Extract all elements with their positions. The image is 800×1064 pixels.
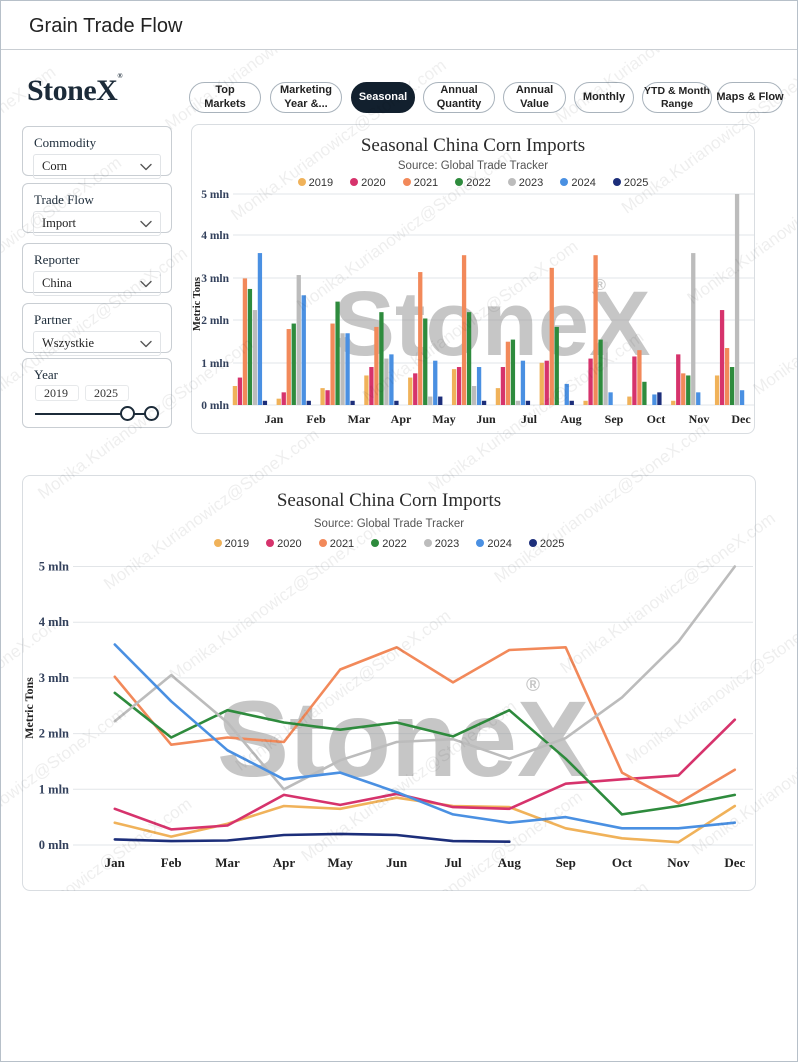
svg-text:Jul: Jul [521, 412, 538, 426]
svg-text:4 mln: 4 mln [39, 615, 69, 629]
svg-text:1 mln: 1 mln [39, 782, 69, 796]
svg-text:2 mln: 2 mln [201, 315, 229, 327]
svg-text:Jul: Jul [444, 855, 462, 870]
svg-text:Metric Tons: Metric Tons [23, 677, 36, 739]
svg-text:3 mln: 3 mln [39, 671, 69, 685]
svg-text:2 mln: 2 mln [39, 727, 69, 741]
svg-text:1 mln: 1 mln [201, 358, 229, 370]
svg-text:Mar: Mar [215, 855, 240, 870]
svg-text:Sep: Sep [556, 855, 576, 870]
svg-text:StoneX: StoneX [217, 678, 589, 799]
svg-text:May: May [432, 412, 455, 426]
svg-text:Nov: Nov [689, 412, 710, 426]
svg-text:Apr: Apr [391, 412, 412, 426]
svg-text:5 mln: 5 mln [201, 189, 229, 201]
svg-text:0 mln: 0 mln [39, 838, 69, 852]
svg-text:Apr: Apr [273, 855, 296, 870]
svg-text:Oct: Oct [612, 855, 633, 870]
svg-text:May: May [328, 855, 354, 870]
svg-text:Metric Tons: Metric Tons [192, 277, 203, 331]
svg-text:Feb: Feb [306, 412, 326, 426]
svg-text:Dec: Dec [731, 412, 751, 426]
svg-text:Jun: Jun [386, 855, 408, 870]
svg-text:Sep: Sep [605, 412, 624, 426]
svg-text:Jan: Jan [105, 855, 126, 870]
svg-text:4 mln: 4 mln [201, 230, 229, 242]
svg-text:0 mln: 0 mln [201, 400, 229, 412]
svg-text:Aug: Aug [560, 412, 581, 426]
svg-text:Nov: Nov [667, 855, 690, 870]
svg-text:Oct: Oct [647, 412, 666, 426]
svg-text:Aug: Aug [498, 855, 522, 870]
svg-text:Dec: Dec [724, 855, 745, 870]
svg-text:5 mln: 5 mln [39, 560, 69, 574]
svg-text:3 mln: 3 mln [201, 273, 229, 285]
svg-text:Jan: Jan [265, 412, 284, 426]
svg-text:®: ® [526, 675, 540, 696]
svg-text:Jun: Jun [476, 412, 496, 426]
svg-text:Mar: Mar [348, 412, 371, 426]
svg-text:Feb: Feb [161, 855, 182, 870]
